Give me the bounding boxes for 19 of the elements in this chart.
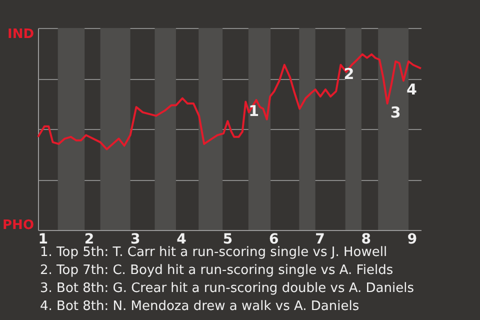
x-tick-label: 7 bbox=[315, 232, 325, 248]
annotation: 4 bbox=[406, 80, 417, 99]
text: PHO bbox=[2, 218, 34, 233]
text: IND bbox=[7, 27, 34, 42]
annotation: 3 bbox=[390, 104, 401, 122]
x-tick-label: 4 bbox=[176, 232, 187, 248]
x-tick-label: 9 bbox=[407, 232, 418, 248]
x-tick-label: 3 bbox=[130, 232, 140, 248]
x-tick-label: 5 bbox=[222, 232, 233, 248]
x-tick-label: 8 bbox=[361, 232, 371, 248]
annotation: 1 bbox=[248, 102, 260, 120]
text: 4. Bot 8th: N. Mendoza drew a walk vs A. Daniels bbox=[40, 299, 360, 314]
text: 3. Bot 8th: G. Crear hit a run-scoring double vs A. Daniels bbox=[40, 281, 414, 296]
x-tick-label: 6 bbox=[268, 232, 279, 248]
x-tick-label: 1 bbox=[38, 232, 48, 248]
annotation: 2 bbox=[344, 64, 354, 83]
x-tick-label: 2 bbox=[84, 232, 94, 248]
text: 1. Top 5th: T. Carr hit a run-scoring single vs J. Howell bbox=[40, 245, 388, 260]
text: 2. Top 7th: C. Boyd hit a run-scoring single vs A. Fields bbox=[40, 263, 394, 278]
